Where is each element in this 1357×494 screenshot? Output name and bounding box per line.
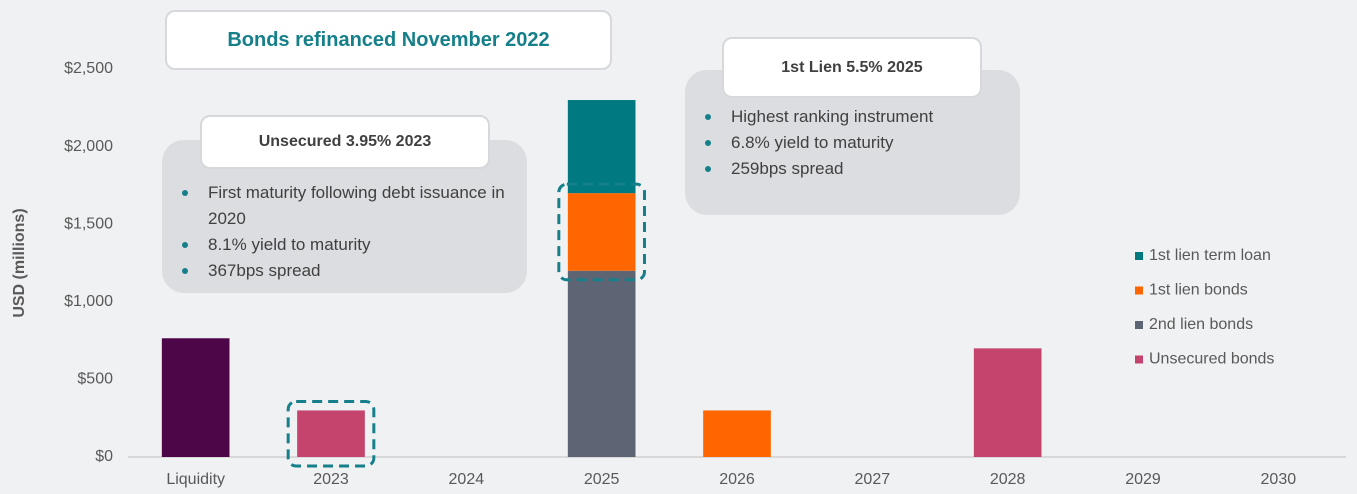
- highlight-box: [286, 399, 376, 468]
- legend-label: Unsecured bonds: [1149, 351, 1274, 368]
- x-tick-label: 2024: [449, 471, 485, 488]
- callout-title: Unsecured 3.95% 2023: [200, 115, 490, 169]
- y-tick-label: $1,500: [64, 215, 113, 232]
- bar: [973, 348, 1042, 457]
- y-tick-label: $1,000: [64, 293, 113, 310]
- chart-title: Bonds refinanced November 2022: [165, 10, 612, 70]
- y-axis-label: USD (millions): [11, 208, 28, 317]
- bar: [567, 270, 636, 457]
- legend-swatch: [1135, 252, 1143, 260]
- x-tick-label: 2027: [855, 471, 891, 488]
- bar: [161, 338, 230, 457]
- callout-title: 1st Lien 5.5% 2025: [722, 37, 982, 98]
- legend-swatch: [1135, 286, 1143, 295]
- bullet: First maturity following debt issuance i…: [182, 180, 508, 232]
- x-tick-label: 2030: [1261, 471, 1297, 488]
- x-tick-label: 2026: [719, 471, 755, 488]
- legend-label: 1st lien term loan: [1149, 247, 1271, 264]
- legend-swatch: [1135, 321, 1143, 329]
- x-tick-label: 2023: [313, 471, 349, 488]
- bullet: 6.8% yield to maturity: [705, 130, 1031, 156]
- bar: [567, 193, 636, 271]
- bar: [297, 410, 365, 457]
- legend-swatch: [1135, 355, 1143, 364]
- x-tick-label: 2029: [1125, 471, 1161, 488]
- bullet: 8.1% yield to maturity: [182, 232, 508, 258]
- x-tick-label: 2025: [584, 471, 620, 488]
- bar: [567, 100, 636, 194]
- legend-label: 2nd lien bonds: [1149, 316, 1253, 333]
- y-tick-label: $2,000: [64, 138, 113, 155]
- bar: [703, 410, 771, 457]
- bullet-list: First maturity following debt issuance i…: [178, 180, 508, 284]
- y-tick-label: $2,500: [64, 60, 113, 77]
- bullet: 259bps spread: [705, 156, 1031, 182]
- bullet: Highest ranking instrument: [705, 104, 1031, 130]
- x-tick-label: 2028: [990, 471, 1026, 488]
- x-tick-label: Liquidity: [166, 471, 225, 488]
- highlight-box: [557, 182, 646, 282]
- y-tick-label: $500: [77, 371, 113, 388]
- legend-label: 1st lien bonds: [1149, 282, 1248, 299]
- y-tick-label: $0: [95, 448, 113, 465]
- bullet-list: Highest ranking instrument 6.8% yield to…: [701, 104, 1031, 182]
- bullet: 367bps spread: [182, 258, 508, 284]
